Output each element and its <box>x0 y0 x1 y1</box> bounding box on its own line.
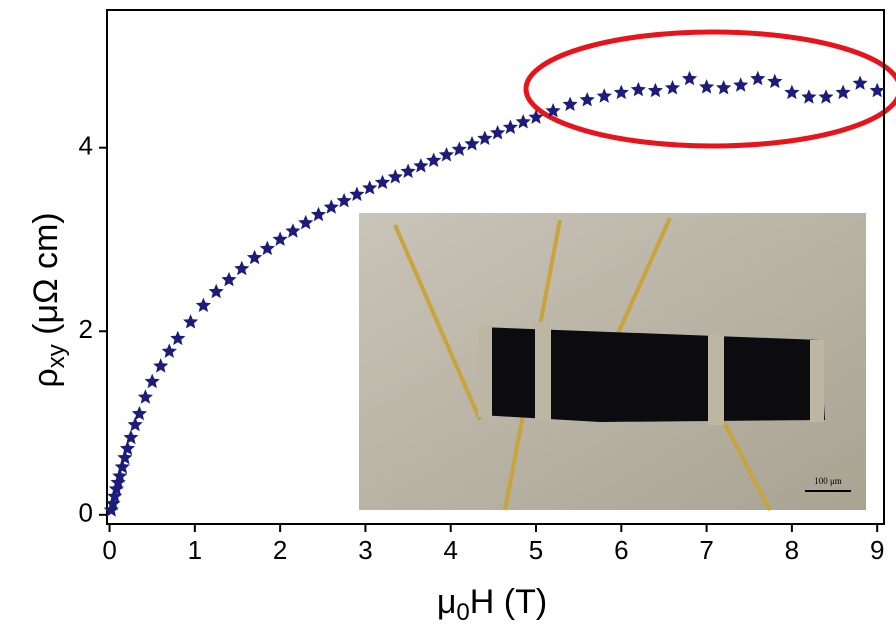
x-tick-label: 3 <box>358 535 372 565</box>
x-label-main: μ <box>437 583 457 621</box>
point <box>112 468 128 483</box>
wire <box>713 404 772 511</box>
point <box>699 79 715 94</box>
x-tick-label: 7 <box>699 535 713 565</box>
wire <box>613 217 672 341</box>
point <box>784 84 800 100</box>
point <box>117 449 133 465</box>
x-tick-label: 8 <box>785 535 799 565</box>
point <box>647 82 663 98</box>
point <box>119 440 136 456</box>
point <box>852 75 868 90</box>
point <box>144 373 160 389</box>
point <box>438 147 455 162</box>
point <box>105 495 121 511</box>
point <box>869 82 885 98</box>
point <box>114 459 130 474</box>
point <box>387 169 403 184</box>
x-tick-label: 5 <box>529 535 543 565</box>
inset-photo: 100 μm <box>359 213 866 511</box>
highlight-ellipse <box>523 29 896 149</box>
contact <box>810 340 824 422</box>
point <box>161 343 177 358</box>
point <box>490 125 506 140</box>
point <box>515 114 531 129</box>
plot-frame <box>106 9 885 525</box>
point <box>562 96 578 111</box>
point <box>835 84 851 100</box>
point <box>579 92 595 107</box>
point <box>123 429 139 445</box>
y-label-sub: xy <box>43 344 70 368</box>
y-tick-label: 0 <box>79 498 93 528</box>
point <box>170 330 186 346</box>
point <box>298 214 314 230</box>
point <box>195 297 211 312</box>
x-label-rest: H (T) <box>470 583 547 621</box>
point <box>234 260 250 276</box>
x-tick-label: 0 <box>102 535 116 565</box>
scale-label: 100 μm <box>814 476 842 486</box>
sample <box>480 327 825 422</box>
point <box>613 84 629 100</box>
point <box>664 80 681 95</box>
point <box>310 206 327 222</box>
point <box>750 70 766 86</box>
point <box>374 174 391 189</box>
x-tick-label: 2 <box>273 535 287 565</box>
point <box>362 180 378 195</box>
point <box>349 186 365 201</box>
contact <box>478 325 492 417</box>
point <box>426 152 442 167</box>
point <box>477 130 493 145</box>
point <box>110 474 126 490</box>
x-label-sub: 0 <box>456 599 469 626</box>
point <box>108 481 124 496</box>
point <box>464 136 480 151</box>
point <box>246 249 263 265</box>
point <box>545 103 561 118</box>
point <box>733 77 749 92</box>
point <box>767 73 783 89</box>
x-tick-label: 6 <box>614 535 628 565</box>
point <box>502 119 518 134</box>
y-label-rest: (μΩ cm) <box>27 212 65 344</box>
y-tick-label: 2 <box>79 314 93 344</box>
point <box>681 70 698 86</box>
y-tick-label: 4 <box>79 131 93 161</box>
point <box>336 192 352 208</box>
x-tick-label: 9 <box>870 535 884 565</box>
contact <box>535 322 551 420</box>
point <box>400 163 416 178</box>
point <box>413 158 429 173</box>
point <box>716 80 732 95</box>
contact <box>708 335 724 425</box>
point <box>103 502 119 517</box>
y-axis-label: ρxy (μΩ cm) <box>27 212 70 387</box>
point <box>107 488 123 503</box>
point <box>630 81 646 97</box>
point <box>323 199 339 214</box>
point <box>596 88 612 103</box>
wire <box>393 224 482 421</box>
point <box>183 314 199 329</box>
point <box>285 223 301 238</box>
x-axis-label: μ0H (T) <box>437 583 547 626</box>
point <box>127 416 143 432</box>
point <box>818 89 834 104</box>
point <box>221 271 237 287</box>
point <box>259 240 275 256</box>
point <box>801 89 817 104</box>
y-label-main: ρ <box>27 368 65 387</box>
point <box>528 109 544 124</box>
point <box>208 283 224 299</box>
x-tick-label: 4 <box>443 535 457 565</box>
point <box>137 389 153 404</box>
point <box>451 141 467 156</box>
point <box>153 358 169 373</box>
x-tick-label: 1 <box>188 535 202 565</box>
point <box>272 231 288 246</box>
point <box>131 405 147 421</box>
